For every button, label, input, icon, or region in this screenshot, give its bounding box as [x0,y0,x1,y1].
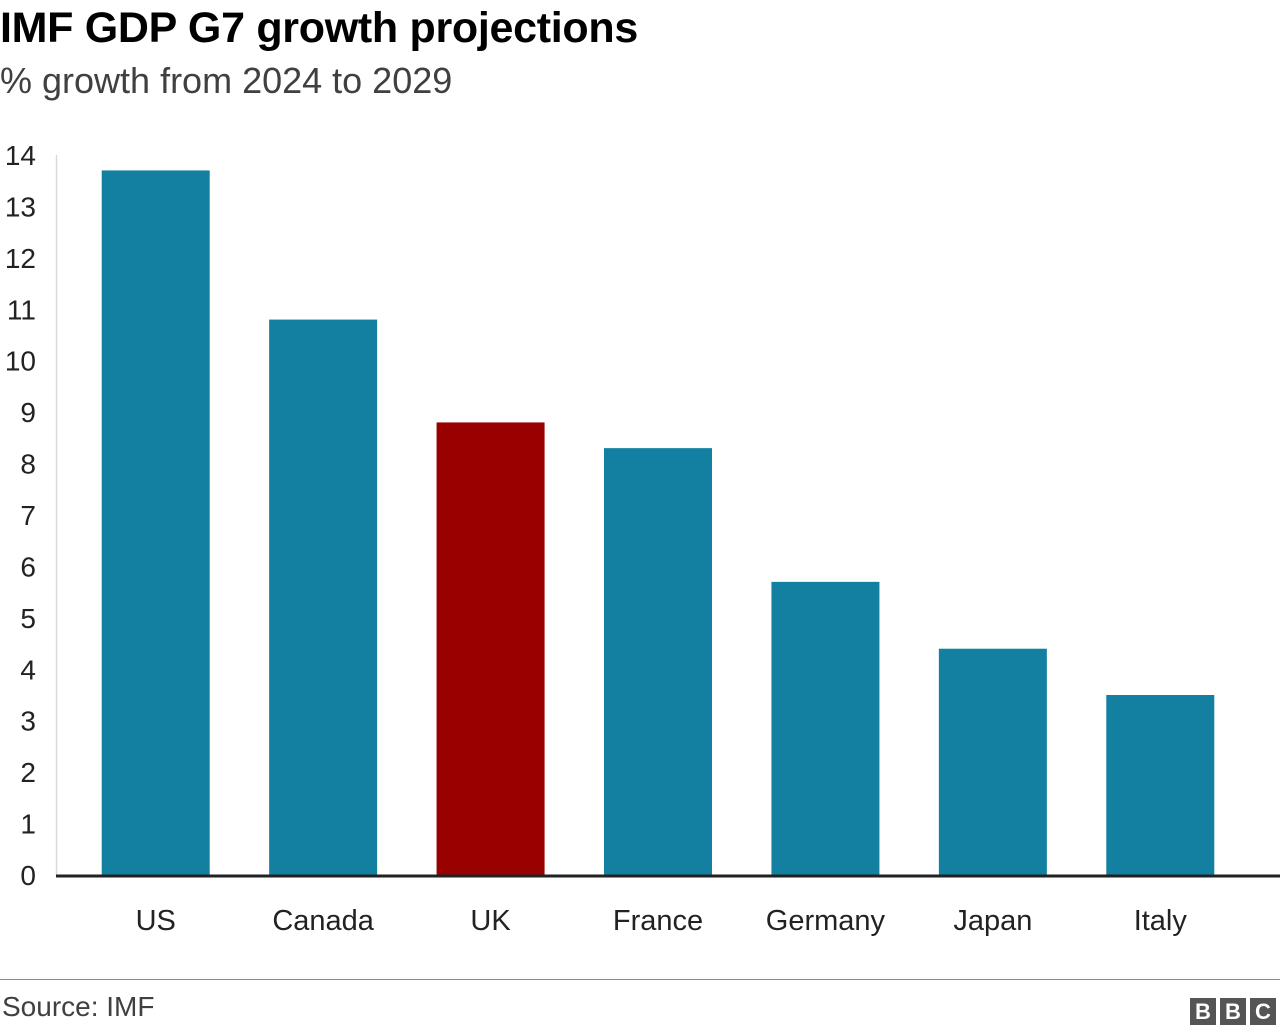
x-axis: US Canada UK France Germany Japan Italy [56,874,1280,937]
y-tick-label: 8 [20,449,36,480]
chart-title: IMF GDP G7 growth projections [0,4,638,52]
y-tick-label: 6 [20,551,36,582]
bar-us [101,170,210,875]
bar-canada [269,319,378,876]
bar-uk [436,422,545,875]
x-tick-label-canada: Canada [272,905,374,937]
y-tick-label: 0 [20,860,36,891]
bbc-logo: B B C [1190,998,1276,1025]
bbc-logo-letter: C [1250,998,1276,1025]
bar-japan [938,648,1047,875]
x-tick-label-germany: Germany [766,905,886,937]
x-tick-label-italy: Italy [1134,905,1188,937]
bar-france [604,448,712,875]
y-tick-label: 3 [20,706,36,737]
y-tick-label: 7 [20,500,36,531]
y-tick-label: 9 [20,397,36,428]
x-tick-label-uk: UK [470,905,511,937]
y-tick-label: 12 [5,243,36,274]
y-tick-label: 2 [20,757,36,788]
chart-subtitle: % growth from 2024 to 2029 [0,60,453,101]
bars [101,170,1215,876]
y-tick-label: 5 [20,603,36,634]
x-tick-label-us: US [136,905,176,937]
x-tick-label-japan: Japan [953,905,1032,937]
source-note: Source: IMF [2,991,155,1022]
bar-italy [1106,695,1215,875]
bar-germany [771,581,880,875]
y-tick-label: 1 [20,809,36,840]
bbc-logo-letter: B [1190,998,1216,1025]
y-tick-label: 11 [7,294,36,325]
y-tick-label: 13 [5,191,36,222]
y-tick-label: 10 [5,346,36,377]
y-tick-label: 14 [5,140,36,171]
x-tick-label-france: France [613,905,703,937]
footer-divider [0,979,1280,980]
y-tick-label: 4 [20,654,36,685]
bbc-logo-letter: B [1220,998,1246,1025]
